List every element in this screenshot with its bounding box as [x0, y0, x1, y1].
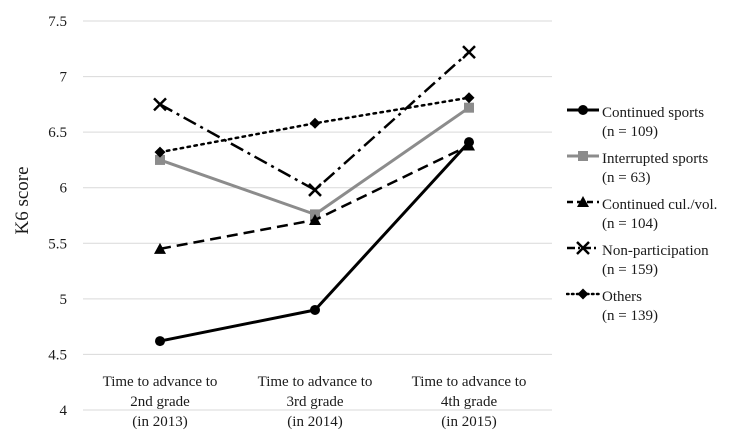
x-tick-label: Time to advance to — [258, 374, 373, 390]
legend-item: Non-participation (n = 159) — [566, 238, 741, 278]
data-point — [154, 242, 166, 254]
legend-item: Continued sports (n = 109) — [566, 100, 741, 140]
legend-label: Interrupted sports — [602, 151, 709, 167]
legend-sample-size: (n = 139) — [602, 308, 658, 324]
series-line — [159, 144, 470, 251]
y-tick-label: 7.5 — [48, 14, 67, 30]
data-point — [154, 146, 166, 158]
series-non-participation — [153, 45, 476, 197]
legend-sample-size: (n = 63) — [602, 170, 651, 186]
data-point — [463, 92, 475, 104]
y-tick-label: 7 — [60, 70, 68, 86]
series-line — [159, 51, 470, 192]
x-tick-label: (in 2014) — [287, 414, 342, 430]
data-point — [155, 336, 165, 347]
legend-key — [566, 288, 600, 300]
data-point — [308, 183, 322, 197]
marker-stroke — [576, 241, 590, 255]
y-tick-label: 4.5 — [48, 347, 67, 363]
y-tick-label: 5 — [60, 292, 68, 308]
data-point — [462, 45, 476, 60]
data-point — [309, 213, 321, 225]
legend-label: Continued cul./vol. — [602, 197, 718, 213]
data-point — [310, 304, 320, 315]
x-tick-label: (in 2015) — [441, 414, 496, 430]
y-axis-title: K6 score — [12, 166, 33, 234]
legend-key — [567, 241, 599, 255]
legend-key — [567, 105, 599, 115]
x-tick-label: Time to advance to — [412, 374, 527, 390]
marker-stroke — [462, 45, 476, 60]
legend-marker — [578, 151, 588, 161]
x-tick-label: (in 2013) — [132, 414, 187, 430]
x-tick-label: Time to advance to — [103, 374, 218, 390]
series-continued-cul-vol — [154, 139, 475, 254]
data-point — [309, 117, 321, 129]
y-tick-label: 6.5 — [48, 125, 67, 141]
legend-item: Continued cul./vol. (n = 104) — [566, 192, 741, 232]
legend-label: Others — [602, 289, 642, 305]
marker-stroke — [308, 183, 322, 197]
legend-marker — [578, 105, 588, 115]
data-point — [463, 139, 475, 151]
marker-stroke — [153, 97, 167, 112]
data-point — [153, 97, 167, 112]
legend-key — [567, 151, 599, 161]
legend-marker — [577, 288, 589, 300]
legend-item: Interrupted sports (n = 63) — [566, 146, 741, 186]
y-tick-label: 4 — [60, 403, 68, 419]
legend-label: Continued sports — [602, 105, 705, 121]
y-axis: 4 4.5 5 5.5 6 6.5 7 7.5 — [48, 14, 67, 419]
x-axis: Time to advance to 2nd grade (in 2013) Time… — [103, 374, 527, 430]
legend-key — [567, 196, 599, 207]
legend-sample-size: (n = 109) — [602, 124, 658, 140]
legend-item: Others (n = 139) — [566, 284, 741, 324]
legend-label: Non-participation — [602, 243, 709, 259]
x-tick-label: 2nd grade — [130, 394, 190, 410]
x-tick-label: 3rd grade — [286, 394, 343, 410]
series-others — [154, 92, 475, 158]
data-point — [464, 102, 474, 113]
legend-sample-size: (n = 159) — [602, 262, 658, 278]
x-tick-label: 4th grade — [441, 394, 498, 410]
legend-marker — [577, 196, 589, 207]
y-tick-label: 6 — [60, 181, 68, 197]
legend-marker — [576, 241, 590, 255]
y-tick-label: 5.5 — [48, 236, 67, 252]
legend-sample-size: (n = 104) — [602, 216, 658, 232]
data-point — [155, 154, 165, 165]
